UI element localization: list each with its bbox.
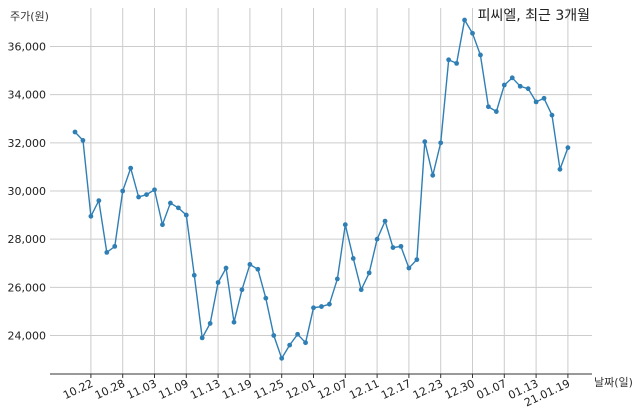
data-point: [398, 243, 404, 249]
y-axis-title: 주가(원): [10, 10, 49, 23]
data-point: [533, 99, 539, 105]
data-point: [565, 145, 571, 151]
x-tick-label: 11.19: [220, 377, 254, 402]
data-point: [422, 139, 428, 145]
data-point: [112, 243, 118, 249]
data-point: [128, 165, 134, 171]
x-tick-label: 12.17: [379, 377, 413, 402]
data-point: [152, 187, 157, 193]
x-tick-label: 12.23: [411, 377, 445, 402]
x-tick-label: 01.07: [475, 377, 509, 402]
data-point: [88, 213, 94, 219]
data-point: [446, 57, 452, 63]
data-point: [80, 138, 86, 143]
data-point: [255, 266, 261, 272]
data-point: [334, 276, 340, 282]
data-point: [430, 172, 436, 178]
data-point: [199, 335, 205, 341]
data-point: [231, 319, 237, 325]
data-point: [295, 331, 300, 337]
y-tick-label: 26,000: [8, 281, 47, 294]
y-tick-label: 32,000: [8, 137, 47, 150]
data-point: [120, 188, 126, 194]
data-point: [509, 75, 515, 81]
grid: [50, 8, 592, 374]
y-tick-label: 24,000: [8, 329, 47, 342]
x-tick-label: 11.09: [157, 377, 191, 402]
x-tick-label: 12.30: [443, 377, 477, 402]
data-point: [183, 212, 189, 218]
x-tick-label: 11.13: [188, 377, 222, 402]
data-point: [72, 129, 78, 135]
data-point: [549, 112, 555, 118]
data-point: [319, 304, 324, 309]
data-point: [239, 287, 245, 293]
data-point: [478, 52, 483, 58]
data-point: [350, 256, 356, 261]
data-point: [279, 355, 285, 361]
data-point: [486, 104, 491, 110]
data-points: [72, 17, 571, 361]
data-point: [390, 245, 396, 250]
data-point: [136, 194, 142, 200]
data-point: [144, 192, 149, 198]
data-point: [327, 301, 332, 307]
data-point: [96, 198, 102, 204]
data-point: [207, 321, 213, 326]
data-point: [374, 236, 380, 242]
data-point: [303, 340, 308, 346]
data-point: [493, 109, 499, 114]
data-point: [223, 265, 229, 271]
data-point: [517, 83, 523, 89]
data-point: [247, 262, 253, 267]
data-point: [501, 82, 507, 88]
x-tick-label: 10.28: [93, 377, 127, 402]
data-point: [462, 17, 467, 23]
y-tick-label: 30,000: [8, 185, 47, 198]
data-point: [191, 272, 197, 278]
data-point: [358, 287, 364, 293]
data-point: [557, 166, 563, 172]
x-tick-label: 12.01: [284, 377, 318, 402]
data-point: [104, 250, 110, 255]
axes: [50, 373, 592, 378]
y-tick-label: 28,000: [8, 233, 47, 246]
x-tick-label: 12.11: [347, 377, 381, 402]
x-tick-label: 12.07: [316, 377, 350, 402]
x-axis-title: 날짜(일): [594, 375, 633, 389]
data-point: [263, 295, 269, 301]
data-point: [271, 333, 277, 338]
y-tick-label: 36,000: [8, 41, 47, 54]
x-tick-label: 11.25: [252, 377, 286, 402]
data-point: [414, 257, 420, 263]
chart-title: 피씨엘, 최근 3개월: [478, 8, 590, 24]
data-point: [366, 270, 372, 276]
data-point: [311, 305, 316, 311]
tick-labels: 24,000 26,000 28,000 30,000 32,000 34,000 36,0…: [8, 41, 573, 410]
data-point: [287, 342, 293, 348]
data-point: [168, 200, 173, 206]
y-tick-label: 34,000: [8, 89, 47, 102]
data-point: [525, 86, 531, 92]
x-tick-label: 11.03: [125, 377, 159, 402]
data-point: [470, 30, 475, 36]
data-point: [175, 205, 181, 211]
x-tick-label: 10.22: [61, 377, 95, 402]
data-point: [342, 222, 348, 228]
data-point: [406, 265, 412, 271]
data-point: [438, 140, 444, 146]
data-point: [454, 60, 459, 66]
data-point: [382, 218, 388, 224]
data-point: [215, 280, 221, 285]
data-point: [160, 222, 165, 228]
data-point: [541, 95, 547, 101]
